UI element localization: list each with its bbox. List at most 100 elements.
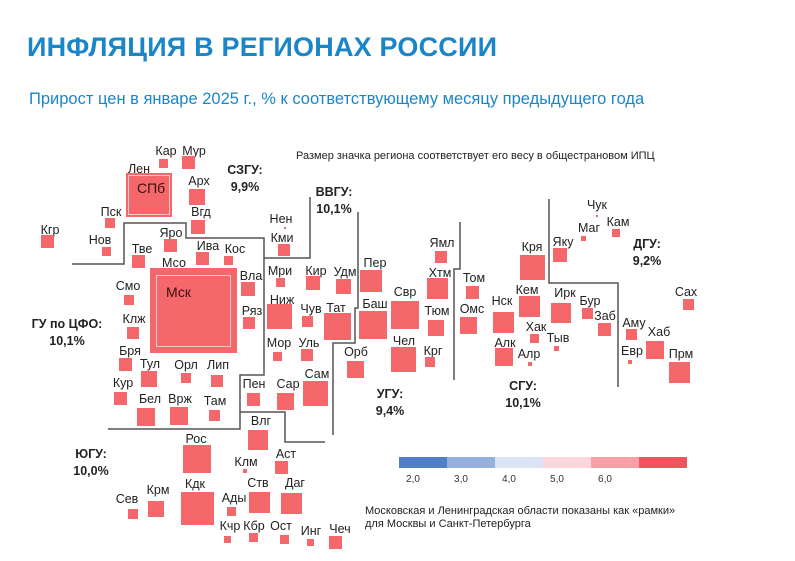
region-label: Пен bbox=[242, 377, 266, 391]
region-label: Кгр bbox=[40, 223, 60, 237]
district-yugu: ЮГУ: 10,0% bbox=[73, 447, 109, 478]
city-label-msk: Мск bbox=[166, 284, 191, 300]
region-label: Удм bbox=[333, 265, 357, 279]
region-square bbox=[582, 308, 593, 319]
region-label: Сев bbox=[115, 492, 139, 506]
region-label: Баш bbox=[362, 297, 388, 311]
region-square bbox=[553, 248, 567, 262]
boundary-ugu-sgu bbox=[453, 222, 461, 380]
region-square bbox=[551, 303, 571, 323]
region-label: Сах bbox=[674, 285, 698, 299]
region-label: Ива bbox=[196, 239, 220, 253]
region-label: Чел bbox=[392, 334, 416, 348]
region-square bbox=[41, 235, 54, 248]
legend-swatch bbox=[399, 457, 447, 468]
region-label: Евр bbox=[621, 344, 643, 358]
region-label: Тыв bbox=[546, 331, 570, 345]
region-label: Крг bbox=[423, 344, 443, 358]
region-square bbox=[336, 279, 351, 294]
region-label: Чук bbox=[586, 198, 608, 212]
region-label: Ств bbox=[247, 476, 269, 490]
region-label: Клж bbox=[122, 312, 146, 326]
legend-swatch bbox=[495, 457, 543, 468]
region-square bbox=[124, 295, 134, 305]
region-label: Бур bbox=[579, 294, 601, 308]
region-square bbox=[189, 189, 205, 205]
region-square bbox=[683, 299, 694, 310]
region-square bbox=[612, 229, 620, 237]
district-vvgu: ВВГУ: 10,1% bbox=[315, 185, 353, 216]
region-label: Мур bbox=[182, 144, 206, 158]
region-square bbox=[281, 493, 302, 514]
region-label: Пск bbox=[100, 205, 122, 219]
region-label: Даг bbox=[285, 476, 305, 490]
region-label: Мри bbox=[267, 264, 293, 278]
region-label: Кар bbox=[155, 144, 177, 158]
region-square bbox=[554, 346, 559, 351]
region-label: Кми bbox=[270, 231, 294, 245]
district-ugu: УГУ: 9,4% bbox=[375, 387, 405, 418]
region-label: Уль bbox=[298, 336, 320, 350]
region-square bbox=[391, 347, 416, 372]
size-note: Размер значка региона соответствует его … bbox=[296, 150, 655, 162]
region-label: Ряз bbox=[241, 304, 263, 318]
region-square bbox=[277, 393, 294, 410]
legend-swatch bbox=[447, 457, 495, 468]
region-square bbox=[460, 317, 477, 334]
region-label: Свр bbox=[393, 285, 417, 299]
district-szgu: СЗГУ: 9,9% bbox=[227, 163, 263, 194]
region-label: Ады bbox=[221, 491, 247, 505]
region-square bbox=[628, 360, 632, 364]
region-label: Нов bbox=[88, 233, 112, 247]
legend-tick-label: 5,0 bbox=[550, 474, 564, 485]
region-square bbox=[280, 535, 289, 544]
region-label: Нск bbox=[491, 294, 513, 308]
legend-swatch bbox=[591, 457, 639, 468]
frames-note: Московская и Ленинградская области показ… bbox=[365, 505, 676, 530]
region-square bbox=[211, 375, 223, 387]
region-label: Маг bbox=[577, 221, 601, 235]
region-square bbox=[196, 252, 209, 265]
region-label: Лип bbox=[207, 358, 229, 372]
region-square bbox=[530, 334, 539, 343]
region-square bbox=[241, 282, 255, 296]
region-square bbox=[275, 461, 288, 474]
region-label: Нен bbox=[269, 212, 293, 226]
page-subtitle: Прирост цен в январе 2025 г., % к соотве… bbox=[29, 90, 645, 108]
region-square bbox=[596, 215, 598, 217]
region-square bbox=[626, 329, 637, 340]
region-label: Кбр bbox=[243, 519, 265, 533]
region-square bbox=[302, 316, 313, 327]
region-square bbox=[276, 278, 285, 287]
region-label: Сам bbox=[304, 367, 330, 381]
region-label: Алр bbox=[517, 347, 541, 361]
page-title: ИНФЛЯЦИЯ В РЕГИОНАХ РОССИИ bbox=[27, 32, 498, 62]
legend-tick-label: 3,0 bbox=[454, 474, 468, 485]
region-square bbox=[435, 251, 447, 263]
region-label: Мор bbox=[266, 336, 292, 350]
region-square bbox=[520, 255, 545, 280]
region-label: Смо bbox=[115, 279, 141, 293]
city-label-spb: СПб bbox=[137, 180, 166, 196]
region-label: Орл bbox=[174, 358, 198, 372]
region-square bbox=[267, 304, 292, 329]
district-sgu: СГУ: 10,1% bbox=[505, 379, 541, 410]
region-label: Чув bbox=[300, 302, 322, 316]
region-label: Там bbox=[203, 394, 227, 408]
region-square bbox=[581, 236, 586, 241]
region-square bbox=[102, 247, 111, 256]
region-label: Кур bbox=[112, 376, 134, 390]
region-square bbox=[301, 349, 313, 361]
legend-swatch bbox=[639, 457, 687, 468]
region-square bbox=[119, 358, 132, 371]
region-square bbox=[528, 362, 532, 366]
region-square bbox=[209, 410, 220, 421]
region-label: Омс bbox=[459, 302, 485, 316]
region-square bbox=[428, 320, 444, 336]
region-label: Аму bbox=[622, 316, 646, 330]
region-label: Пер bbox=[363, 256, 387, 270]
region-label: Чеч bbox=[329, 522, 351, 536]
region-square bbox=[329, 536, 342, 549]
region-label: Клм bbox=[234, 455, 258, 469]
